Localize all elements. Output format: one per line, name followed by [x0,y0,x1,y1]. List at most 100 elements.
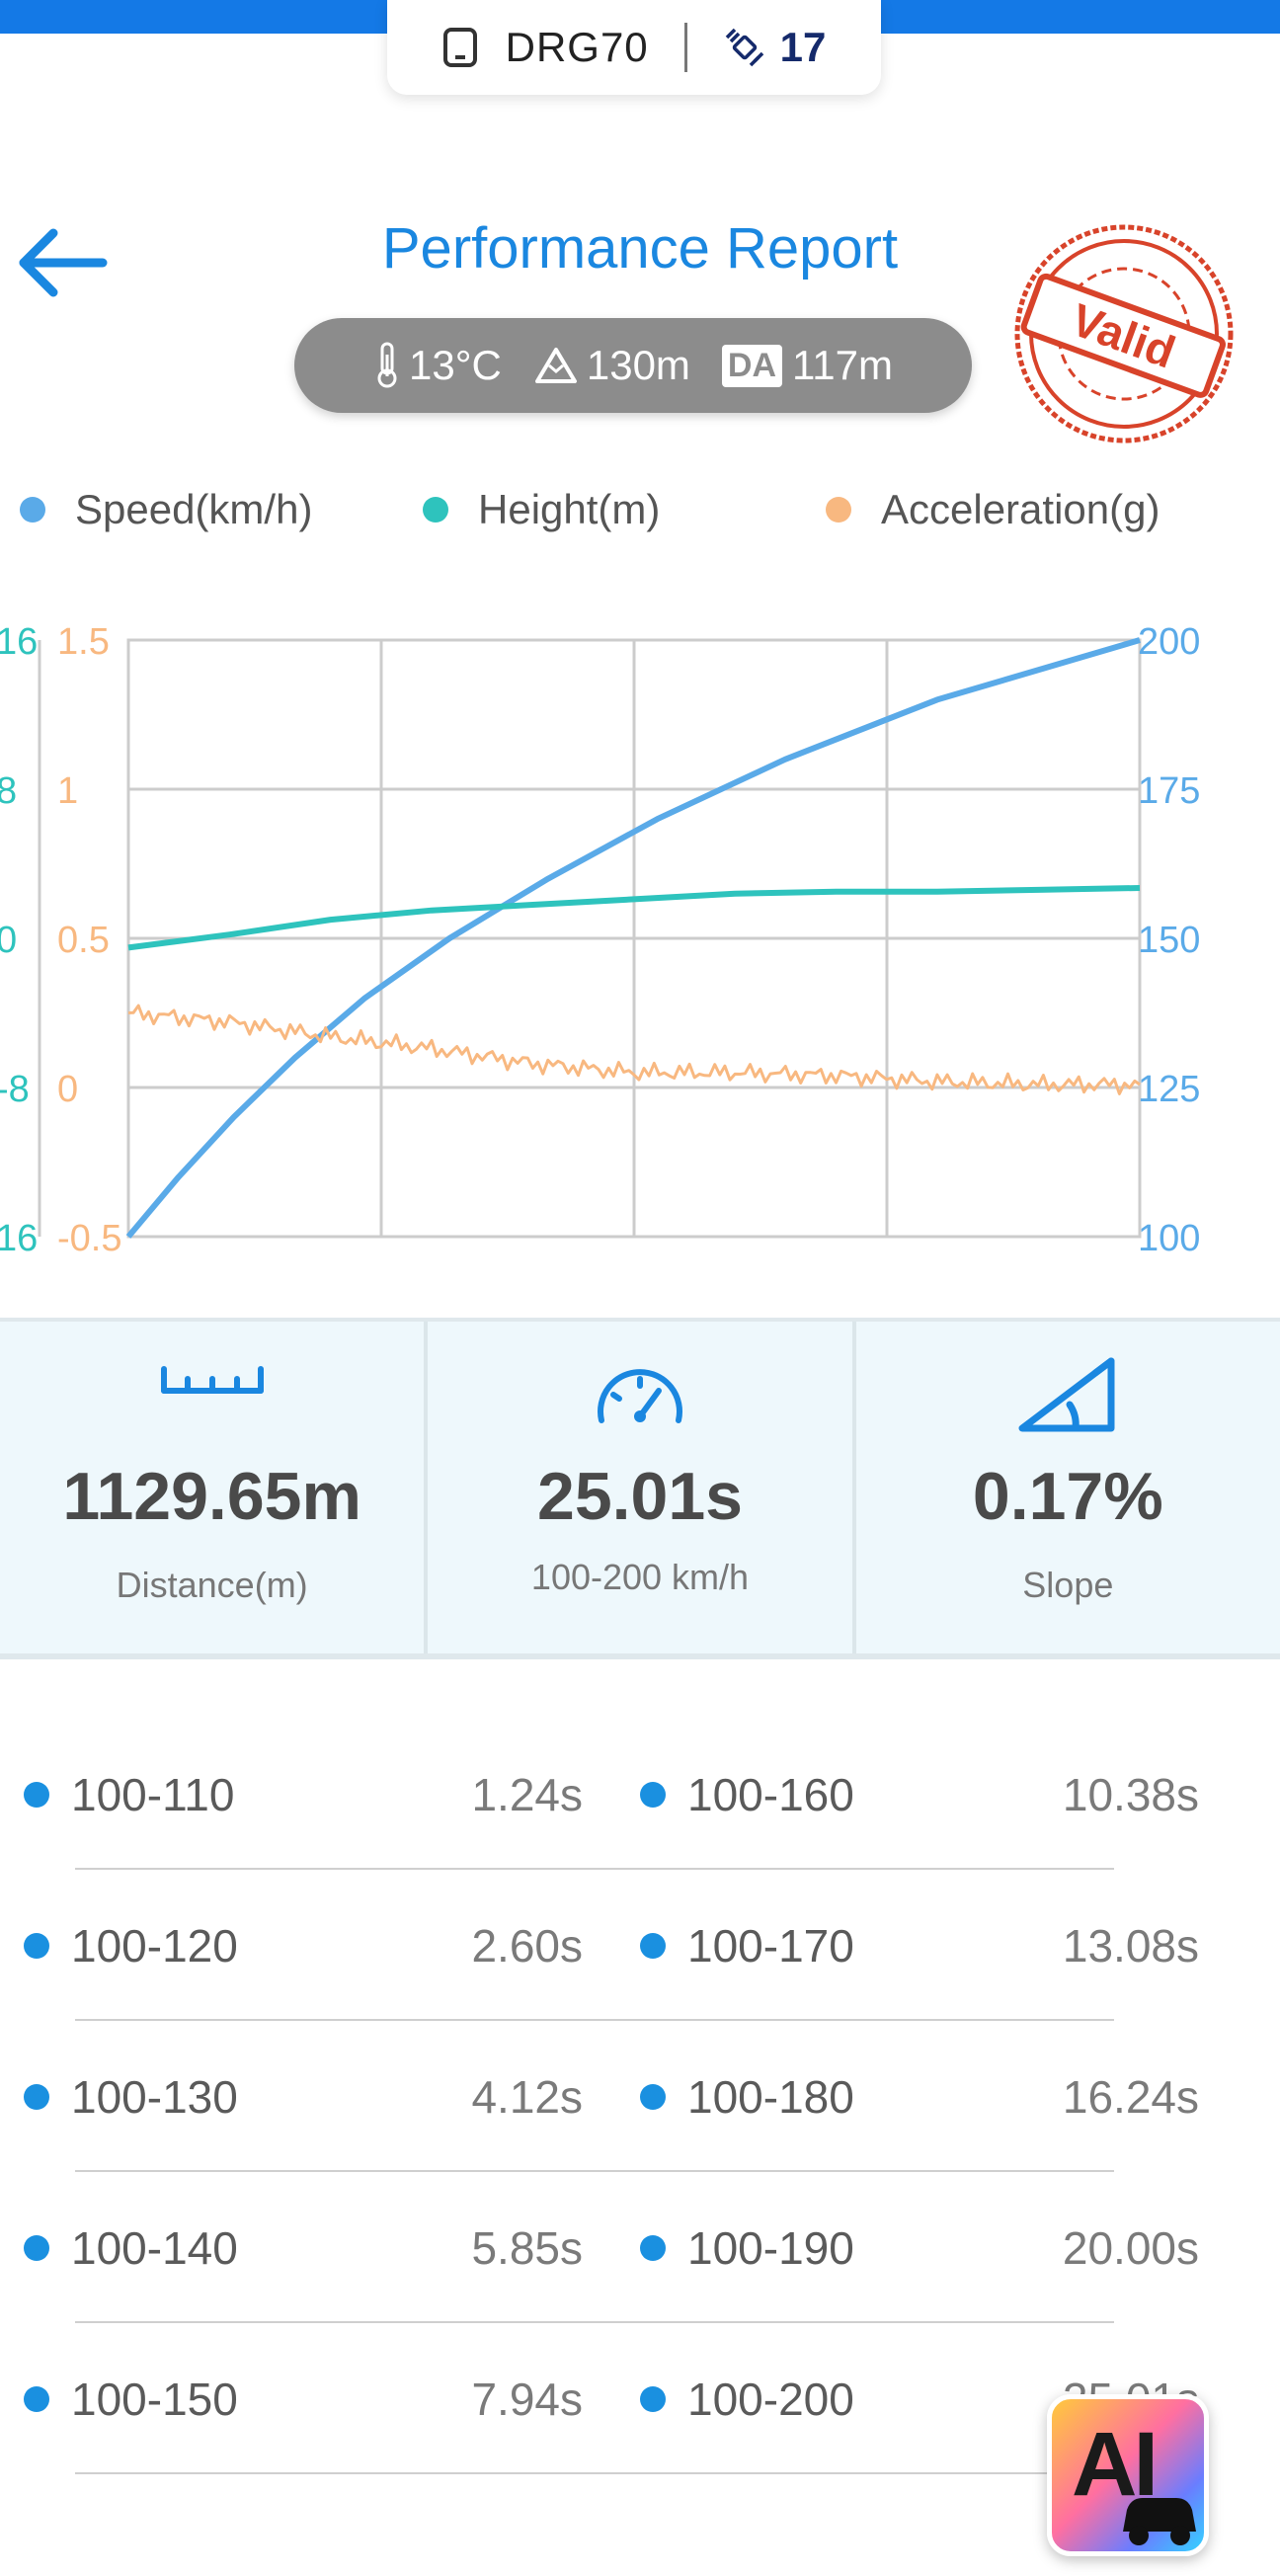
interval-time: 13.08s [1062,1920,1199,1972]
page-title: Performance Report [381,216,899,281]
acceleration-tick-label: 1 [57,770,78,812]
interval-range: 100-170 [687,1920,854,1972]
interval-time: 1.24s [471,1769,583,1820]
interval-range: 100-150 [71,2374,238,2425]
legend-height-label: Height(m) [478,486,661,532]
bullet-icon [24,2386,49,2412]
height-line [127,885,1141,951]
chart-legend: Speed(km/h) Height(m) Acceleration(g) [0,486,1280,551]
legend-speed[interactable]: Speed(km/h) [20,486,312,533]
speed-tick-label: 200 [1138,621,1200,663]
interval-label: 100-180 [640,2070,854,2124]
divider [683,23,687,72]
conditions-bar: 13°C 130m DA 117m [294,318,972,413]
interval-time: 5.85s [471,2222,583,2274]
table-row: 100-120 2.60s 100-170 13.08s [0,1870,1280,2021]
stat-slope: 0.17% Slope [851,1322,1280,1653]
interval-time: 7.94s [471,2374,583,2425]
interval-label: 100-170 [640,1919,854,1972]
bullet-icon [640,2235,666,2261]
temperature-value: 13°C [409,342,502,388]
bullet-icon [24,2235,49,2261]
interval-times-table: 100-110 1.24s 100-160 10.38s 100-120 2.6… [0,1719,1280,2474]
legend-acceleration[interactable]: Acceleration(g) [826,486,1160,533]
height-tick-label: 16 [0,1218,38,1259]
device-name: DRG70 [505,24,649,70]
acceleration-line [127,1004,1141,1095]
table-row: 100-140 5.85s 100-190 20.00s [0,2172,1280,2323]
satellite-count: 17 [779,24,827,70]
thermometer-icon [377,342,397,388]
interval-range: 100-160 [687,1769,854,1820]
bullet-icon [24,1782,49,1808]
device-icon [442,28,477,67]
height-tick-label: 16 [0,621,38,663]
acceleration-tick-label: -0.5 [57,1218,121,1259]
distance-value: 1129.65m [62,1459,361,1534]
interval-time: 20.00s [1062,2222,1199,2274]
height-dot-icon [423,497,448,523]
interval-label: 100-120 [24,1919,238,1972]
height-tick-label: 0 [0,920,17,961]
device-indicator[interactable]: DRG70 17 [387,0,881,95]
interval-time: 4.12s [471,2071,583,2123]
stat-time: 25.01s 100-200 km/h [424,1322,851,1653]
back-arrow-icon[interactable] [14,221,109,304]
acceleration-tick-label: 0 [57,1069,78,1110]
slope-value: 0.17% [972,1459,1163,1534]
bullet-icon [24,2084,49,2110]
da-icon: DA [721,344,783,387]
interval-range: 100-180 [687,2071,854,2123]
interval-range: 100-130 [71,2071,238,2123]
acceleration-tick-label: 1.5 [57,621,110,663]
legend-acceleration-label: Acceleration(g) [881,486,1160,532]
performance-chart[interactable]: 16 8 0 -8 16 1.5 1 0.5 0 -0.5 200 175 150 125 100 [0,593,1280,1264]
interval-label: 100-200 [640,2373,854,2426]
speed-tick-label: 125 [1138,1069,1200,1110]
ai-assistant-button[interactable]: AI [1047,2394,1209,2556]
bullet-icon [640,2084,666,2110]
height-tick-label: -8 [0,1069,30,1110]
bullet-icon [640,1782,666,1808]
acceleration-dot-icon [826,497,851,523]
distance-label: Distance(m) [116,1565,308,1605]
density-altitude: DA 117m [721,342,893,389]
slope-label: Slope [1022,1565,1114,1605]
height-tick-label: 8 [0,770,17,812]
speed-tick-label: 100 [1138,1218,1200,1259]
row-divider [75,1868,1114,1870]
density-altitude-value: 117m [792,342,893,388]
speed-tick-label: 150 [1138,920,1200,961]
ruler-icon [160,1366,264,1394]
interval-range: 100-200 [687,2374,854,2425]
acceleration-tick-label: 0.5 [57,920,110,961]
interval-label: 100-110 [24,1768,234,1821]
temperature: 13°C [373,341,502,390]
summary-stats: 1129.65m Distance(m) 25.01s 100-200 km/h… [0,1318,1280,1659]
row-divider [75,2170,1114,2172]
interval-range: 100-110 [71,1769,235,1820]
chart-grid [38,638,1142,1239]
interval-range: 100-120 [71,1920,238,1972]
interval-label: 100-140 [24,2221,238,2275]
row-divider [75,2321,1114,2323]
row-divider [75,2019,1114,2021]
car-icon [1123,2498,1196,2545]
mountain-icon [534,348,577,383]
bullet-icon [640,1933,666,1959]
interval-time: 2.60s [471,1920,583,1972]
speed-dot-icon [20,497,45,523]
time-label: 100-200 km/h [530,1557,750,1597]
interval-label: 100-150 [24,2373,238,2426]
interval-range: 100-190 [687,2222,854,2274]
table-row: 100-130 4.12s 100-180 16.24s [0,2021,1280,2172]
chart-ticks: 16 8 0 -8 16 1.5 1 0.5 0 -0.5 200 175 150 125 100 [0,621,1200,1259]
interval-label: 100-160 [640,1768,854,1821]
legend-speed-label: Speed(km/h) [75,486,313,532]
interval-label: 100-130 [24,2070,238,2124]
legend-height[interactable]: Height(m) [423,486,660,533]
interval-time: 10.38s [1062,1769,1199,1820]
bullet-icon [640,2386,666,2412]
interval-time: 16.24s [1062,2071,1199,2123]
valid-stamp-icon: Valid [1014,224,1234,443]
